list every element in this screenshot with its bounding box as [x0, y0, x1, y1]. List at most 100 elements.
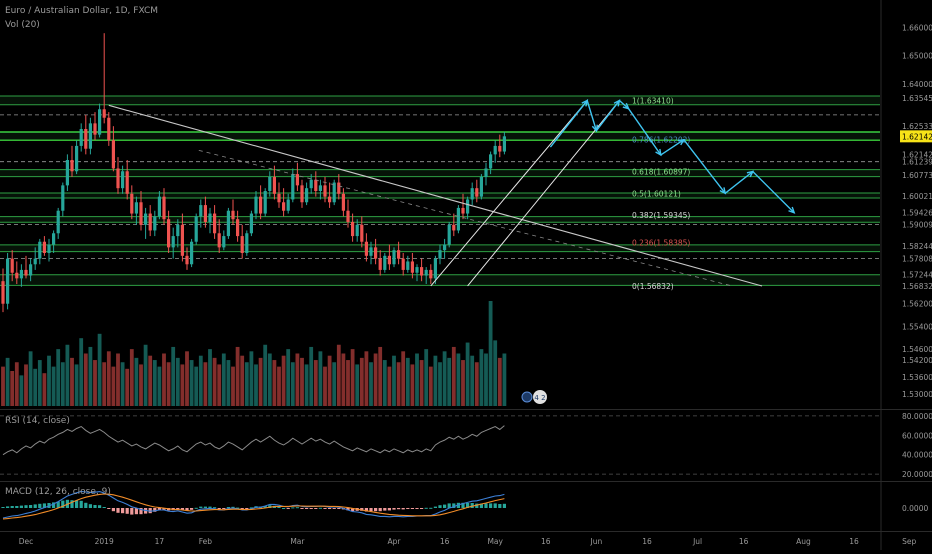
signal-line: [2, 493, 505, 520]
price-tick-label: 1.57244: [902, 270, 932, 279]
volume-bar: [318, 351, 323, 406]
support-zone: [0, 96, 880, 105]
date-tick-label: Sep: [902, 537, 916, 546]
volume-bar: [304, 364, 309, 406]
event-badge-icon: [521, 391, 533, 403]
candle-body: [167, 219, 171, 248]
volume-bar: [428, 366, 433, 406]
macd-histogram-bar: [364, 508, 368, 512]
volume-bar: [479, 349, 484, 406]
price-tick-label: 1.66000: [902, 24, 932, 33]
macd-histogram-bar: [180, 508, 184, 510]
volume-bar: [194, 366, 199, 406]
macd-histogram-bar: [98, 505, 102, 508]
rsi-tick-label: 20.0000: [902, 470, 932, 479]
current-price-badge: [900, 130, 932, 143]
macd-histogram-bar: [19, 505, 23, 508]
volume-bar: [419, 360, 424, 406]
event-badge[interactable]: 4 2: [521, 390, 547, 404]
volume-bar: [355, 364, 360, 406]
macd-histogram-bar: [107, 508, 111, 509]
candle-body: [70, 160, 74, 172]
candle-body: [456, 207, 460, 231]
support-zone: [0, 169, 880, 177]
price-tick-label: 1.60021: [902, 192, 932, 201]
macd-histogram-bar: [42, 503, 46, 508]
macd-histogram-bar: [314, 508, 318, 509]
volume-bar: [290, 362, 295, 406]
volume-bar: [74, 364, 79, 406]
price-tick-label: 1.62533: [902, 122, 932, 131]
price-tick-label: 1.57808: [902, 254, 932, 263]
candle-body: [452, 224, 456, 231]
macd-histogram-bar: [470, 503, 474, 508]
macd-histogram-bar: [479, 503, 483, 508]
volume-bar: [24, 364, 28, 406]
candle-body: [355, 224, 359, 237]
trendline-projection: [198, 149, 733, 287]
volume-bar: [102, 362, 107, 406]
volume-bar: [148, 355, 153, 406]
candle-body: [84, 129, 88, 149]
macd-histogram-bar: [240, 508, 244, 509]
volume-bar: [70, 357, 74, 406]
volume-bar: [456, 353, 461, 406]
macd-histogram-bar: [447, 503, 451, 508]
volume-bar: [217, 364, 222, 406]
rsi-tick-label: 40.0000: [902, 451, 932, 460]
macd-histogram-bar: [286, 508, 290, 509]
macd-histogram-bar: [203, 506, 207, 508]
volume-bar: [198, 355, 203, 406]
current-price-label: 1.62142: [902, 132, 932, 141]
candle-body: [383, 255, 387, 270]
fib-level-label: 0.382(1.59345): [632, 211, 690, 220]
candle-body: [475, 188, 479, 197]
date-tick-label: Apr: [388, 537, 402, 546]
volume-bar: [350, 349, 355, 406]
candle-body: [374, 247, 378, 259]
candle-body: [249, 213, 253, 234]
volume-bar: [208, 349, 212, 406]
candle-body: [15, 272, 19, 279]
macd-histogram-bar: [475, 503, 479, 508]
channel-line: [430, 100, 588, 287]
candle-body: [351, 222, 355, 237]
volume-bar: [185, 351, 189, 406]
volume-bar: [203, 362, 208, 406]
candle-body: [438, 250, 442, 259]
volume-bar: [254, 364, 258, 406]
macd-histogram-bar: [38, 503, 42, 508]
candle-body: [88, 123, 92, 149]
volume-bar: [401, 351, 406, 406]
candle-body: [323, 185, 327, 197]
date-tick-label: Mar: [290, 537, 305, 546]
candle-body: [29, 264, 33, 276]
price-tick-label: 1.54600: [902, 345, 932, 354]
candle-body: [171, 236, 175, 248]
volume-bar: [51, 366, 56, 406]
candle-body: [144, 213, 148, 225]
volume-bar: [359, 357, 364, 406]
candle-body: [157, 196, 161, 217]
macd-histogram-bar: [378, 508, 382, 512]
macd-histogram-bar: [282, 508, 286, 509]
price-tick-label: 1.61239: [902, 158, 932, 167]
date-tick-label: 16: [541, 537, 551, 546]
macd-histogram-bar: [236, 507, 240, 509]
candle-body: [6, 258, 10, 304]
candle-body: [406, 261, 410, 270]
macd-histogram-bar: [56, 501, 60, 508]
volume-bar: [484, 353, 488, 406]
macd-histogram-bar: [498, 504, 502, 508]
candle-body: [309, 179, 313, 189]
macd-histogram-bar: [309, 508, 313, 509]
candle-body: [424, 269, 428, 276]
macd-histogram-bar: [346, 508, 350, 511]
candle-body: [291, 174, 295, 200]
volume-bar: [139, 364, 143, 406]
macd-histogram-bar: [121, 508, 125, 514]
macd-histogram-bar: [88, 504, 92, 508]
volume-bar: [263, 344, 268, 406]
